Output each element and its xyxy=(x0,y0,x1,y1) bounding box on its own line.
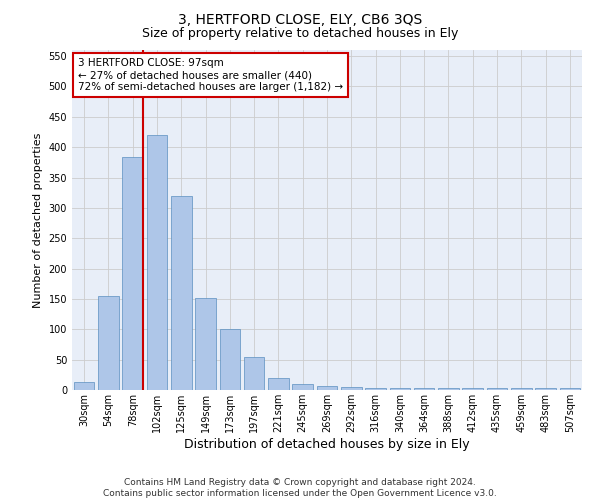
X-axis label: Distribution of detached houses by size in Ely: Distribution of detached houses by size … xyxy=(184,438,470,450)
Bar xyxy=(146,135,167,390)
Text: Size of property relative to detached houses in Ely: Size of property relative to detached ho… xyxy=(142,28,458,40)
Bar xyxy=(414,388,434,390)
Bar xyxy=(220,330,240,390)
Text: 3 HERTFORD CLOSE: 97sqm
← 27% of detached houses are smaller (440)
72% of semi-d: 3 HERTFORD CLOSE: 97sqm ← 27% of detache… xyxy=(78,58,343,92)
Bar xyxy=(438,388,459,390)
Bar xyxy=(122,158,143,390)
Bar xyxy=(389,388,410,390)
Bar xyxy=(171,196,191,390)
Bar xyxy=(244,356,265,390)
Bar xyxy=(463,388,483,390)
Bar xyxy=(341,387,362,390)
Text: 3, HERTFORD CLOSE, ELY, CB6 3QS: 3, HERTFORD CLOSE, ELY, CB6 3QS xyxy=(178,12,422,26)
Bar xyxy=(268,378,289,390)
Bar xyxy=(74,382,94,390)
Bar xyxy=(487,388,508,390)
Bar xyxy=(98,296,119,390)
Bar xyxy=(511,388,532,390)
Bar xyxy=(317,386,337,390)
Bar xyxy=(195,298,216,390)
Bar xyxy=(535,388,556,390)
Y-axis label: Number of detached properties: Number of detached properties xyxy=(33,132,43,308)
Bar xyxy=(560,388,580,390)
Bar xyxy=(292,384,313,390)
Text: Contains HM Land Registry data © Crown copyright and database right 2024.
Contai: Contains HM Land Registry data © Crown c… xyxy=(103,478,497,498)
Bar xyxy=(365,388,386,390)
